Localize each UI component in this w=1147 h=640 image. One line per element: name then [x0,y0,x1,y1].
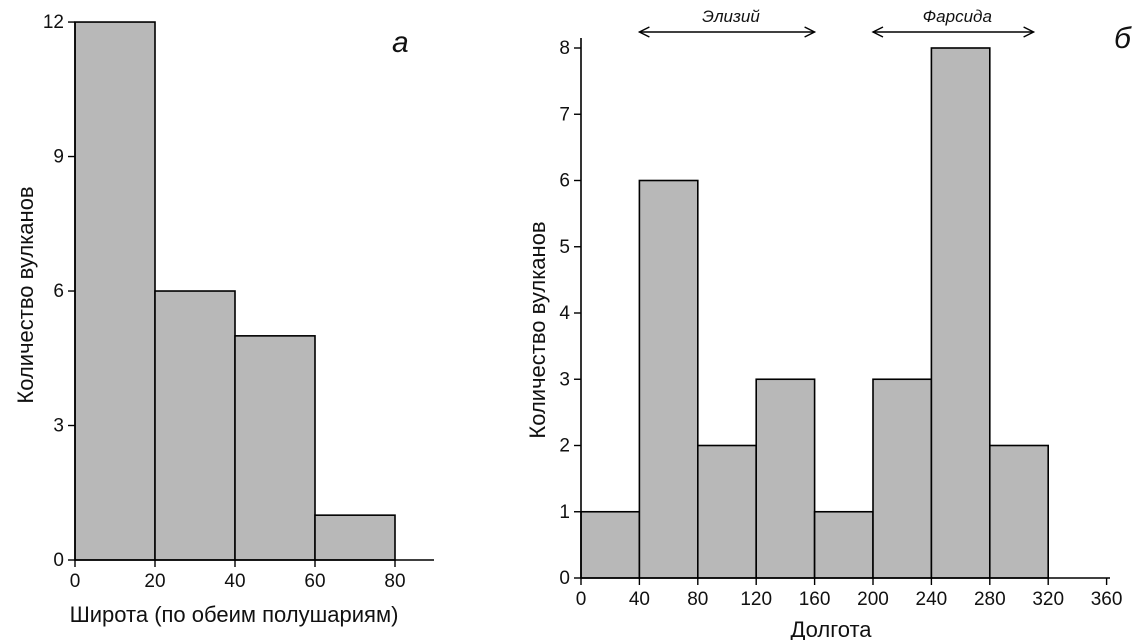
y-tick-label-b-1: 1 [559,502,570,523]
x-tick-label-b-2: 80 [687,589,708,610]
x-tick-label-b-0: 0 [576,589,587,610]
bar-b-4 [813,510,874,579]
x-tick-label-a-0: 0 [70,571,81,592]
y-tick-label-b-5: 5 [559,237,570,258]
x-axis-title-b: Долгота [790,617,872,640]
arrowhead-left-1 [871,26,884,38]
arrowhead-left-0 [637,26,650,38]
region-label-0: Элизий [702,7,760,26]
x-tick-label-b-9: 360 [1091,589,1123,610]
arrowhead-right-0 [804,26,817,38]
x-tick-label-a-3: 60 [304,571,325,592]
bar-b-6 [930,47,991,579]
y-tick-label-b-8: 8 [559,38,570,59]
arrowhead-right-1 [1023,26,1036,38]
y-tick-label-b-6: 6 [559,171,570,192]
x-tick-label-a-1: 20 [144,571,165,592]
x-tick-label-b-6: 240 [916,589,948,610]
bar-b-7 [988,444,1049,579]
x-tick-label-b-3: 120 [740,589,772,610]
bar-b-3 [755,378,816,579]
bar-a-3 [314,514,396,561]
y-tick-label-b-2: 2 [559,436,570,457]
y-tick-label-a-2: 6 [53,281,64,302]
panel-letter-b: б [1114,22,1132,55]
y-axis-title-b: Количество вулканов [525,221,550,438]
y-tick-label-a-3: 9 [53,147,64,168]
bar-a-0 [74,21,156,561]
x-tick-label-b-4: 160 [799,589,831,610]
y-tick-label-b-4: 4 [559,303,570,324]
x-tick-label-a-4: 80 [384,571,405,592]
y-tick-label-a-0: 0 [53,550,64,571]
bar-b-2 [696,444,757,579]
bar-b-0 [580,510,641,579]
bar-b-1 [638,179,699,579]
latitude-histogram: а Широта (по обеим полушариям) Количеств… [13,12,434,627]
y-tick-label-b-7: 7 [559,104,570,125]
longitude-histogram: б Долгота Количество вулканов 0 40 80 120 16… [525,7,1132,640]
panel-letter-a: а [392,26,409,59]
x-axis-title-a: Широта (по обеим полушариям) [70,602,399,627]
bar-b-5 [872,378,933,579]
y-tick-label-b-0: 0 [559,568,570,589]
x-tick-label-b-7: 280 [974,589,1006,610]
bar-a-1 [154,290,236,561]
y-tick-label-b-3: 3 [559,369,570,390]
x-tick-label-b-5: 200 [857,589,889,610]
y-axis-title-a: Количество вулканов [13,186,38,403]
bar-a-2 [234,335,316,561]
region-label-1: Фарсида [923,7,992,26]
y-tick-label-a-4: 12 [43,12,64,33]
y-tick-label-a-1: 3 [53,416,64,437]
x-tick-label-b-1: 40 [629,589,650,610]
x-tick-label-a-2: 40 [224,571,245,592]
x-tick-label-b-8: 320 [1032,589,1064,610]
